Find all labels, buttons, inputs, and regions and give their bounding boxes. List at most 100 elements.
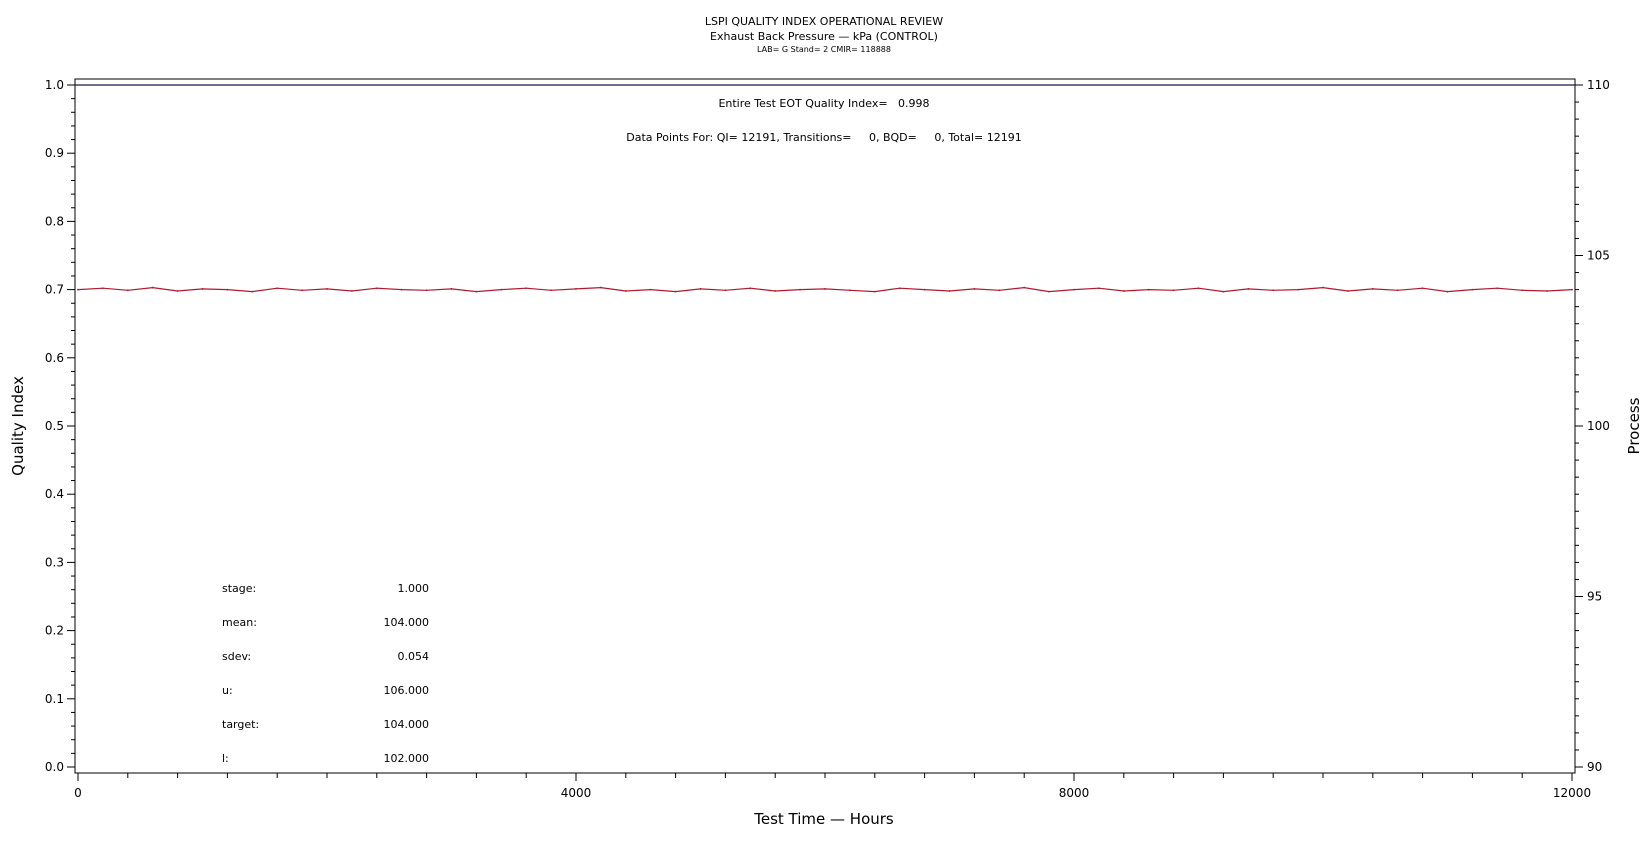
- y-left-tick-label: 0.1: [45, 692, 64, 706]
- series-point: [724, 289, 727, 292]
- series-point: [1297, 288, 1299, 291]
- y-left-tick-label: 0.9: [45, 146, 64, 160]
- stats-block: stage: 1.000 mean: 104.000 sdev: 0.054 u: 106.0…: [222, 582, 429, 765]
- y-left-tick-label: 1.0: [45, 78, 64, 92]
- series-point: [126, 289, 129, 292]
- series-point: [1222, 290, 1225, 293]
- stat-value: 1.000: [398, 582, 430, 595]
- series-point: [1521, 289, 1524, 292]
- series-point: [500, 288, 503, 291]
- series-point: [624, 290, 627, 292]
- y-right-axis: 90 95 100 105 110: [1575, 78, 1610, 774]
- series-point: [251, 290, 254, 293]
- series-point: [575, 288, 577, 290]
- series-point: [1371, 288, 1374, 290]
- series-point: [102, 287, 104, 290]
- series-point: [1446, 290, 1449, 293]
- chart-info-line: LAB= G Stand= 2 CMIR= 118888: [757, 45, 891, 54]
- series-point: [923, 288, 926, 291]
- series-point: [873, 290, 876, 293]
- series-point: [948, 290, 951, 292]
- series-point: [1122, 290, 1125, 292]
- series-point: [649, 288, 652, 291]
- stat-value: 104.000: [384, 718, 430, 731]
- eot-quality-index-annotation: Entire Test EOT Quality Index= 0.998: [718, 97, 929, 110]
- series-point: [1147, 288, 1150, 291]
- stat-value: 102.000: [384, 752, 430, 765]
- series-point: [1023, 286, 1026, 289]
- y-right-tick-label: 95: [1587, 590, 1602, 604]
- series-point: [475, 290, 478, 293]
- series-point: [799, 288, 801, 291]
- series-point: [550, 289, 552, 292]
- series-point: [973, 288, 976, 290]
- series-point: [1546, 290, 1548, 292]
- series-point: [400, 288, 403, 291]
- series-point: [1048, 290, 1050, 293]
- series-point: [1571, 288, 1573, 291]
- stat-value: 104.000: [384, 616, 430, 629]
- plot-frame: [74, 78, 1576, 774]
- series-point: [849, 289, 851, 292]
- series-point: [699, 288, 702, 290]
- chart-title: LSPI QUALITY INDEX OPERATIONAL REVIEW: [705, 15, 943, 28]
- series-point: [1098, 287, 1100, 290]
- series-point: [301, 289, 303, 292]
- series-point: [525, 287, 528, 290]
- x-tick-label: 0: [74, 786, 82, 800]
- y-left-axis-label: Quality Index: [9, 376, 27, 476]
- series-point: [1272, 289, 1275, 292]
- series-point: [326, 288, 328, 290]
- series-point: [1396, 289, 1399, 292]
- y-left-tick-label: 0.3: [45, 555, 64, 569]
- stat-label: u:: [222, 684, 233, 697]
- series-point: [276, 287, 279, 290]
- series-point: [774, 290, 777, 292]
- series-point: [77, 288, 79, 291]
- y-left-axis: 0.0 0.1 0.2 0.3 0.4 0.5 0.6 0.7 0.8 0.9 1.0: [45, 78, 75, 774]
- series-point: [375, 287, 378, 290]
- data-points-annotation: Data Points For: QI= 12191, Transitions=…: [626, 131, 1021, 144]
- series-point: [998, 289, 1001, 292]
- series-point: [1247, 288, 1250, 290]
- stat-label: mean:: [222, 616, 257, 629]
- x-tick-label: 8000: [1059, 786, 1090, 800]
- y-left-tick-label: 0.6: [45, 351, 64, 365]
- series-point: [450, 288, 453, 290]
- stat-label: target:: [222, 718, 259, 731]
- y-right-tick-label: 90: [1587, 760, 1602, 774]
- series-layer: [77, 286, 1573, 293]
- x-axis: 0 4000 8000 12000: [74, 773, 1591, 800]
- series-point: [674, 290, 677, 293]
- series-point: [201, 288, 204, 290]
- series-point: [151, 286, 154, 289]
- stat-label: l:: [222, 752, 229, 765]
- series-point: [600, 286, 602, 289]
- series-point: [824, 288, 826, 290]
- series-point: [1496, 287, 1499, 290]
- series-point: [1172, 289, 1175, 292]
- y-left-tick-label: 0.8: [45, 214, 64, 228]
- series-point: [425, 289, 428, 292]
- y-left-tick-label: 0.7: [45, 283, 64, 297]
- y-right-axis-label: Process: [1625, 397, 1643, 454]
- series-point: [1347, 290, 1349, 292]
- x-tick-label: 4000: [561, 786, 592, 800]
- chart-subtitle: Exhaust Back Pressure — kPa (CONTROL): [710, 30, 938, 43]
- y-left-tick-label: 0.5: [45, 419, 64, 433]
- stat-value: 106.000: [384, 684, 430, 697]
- stat-value: 0.054: [398, 650, 430, 663]
- series-point: [1197, 287, 1200, 290]
- series-point: [898, 287, 901, 290]
- y-right-tick-label: 105: [1587, 249, 1610, 263]
- stat-label: sdev:: [222, 650, 251, 663]
- series-point: [749, 287, 752, 290]
- x-axis-label: Test Time — Hours: [753, 810, 894, 828]
- y-right-tick-label: 110: [1587, 78, 1610, 92]
- series-point: [1073, 288, 1075, 291]
- y-right-tick-label: 100: [1587, 419, 1610, 433]
- y-left-tick-label: 0.0: [45, 760, 64, 774]
- series-point: [1322, 286, 1324, 289]
- series-point: [1421, 287, 1424, 290]
